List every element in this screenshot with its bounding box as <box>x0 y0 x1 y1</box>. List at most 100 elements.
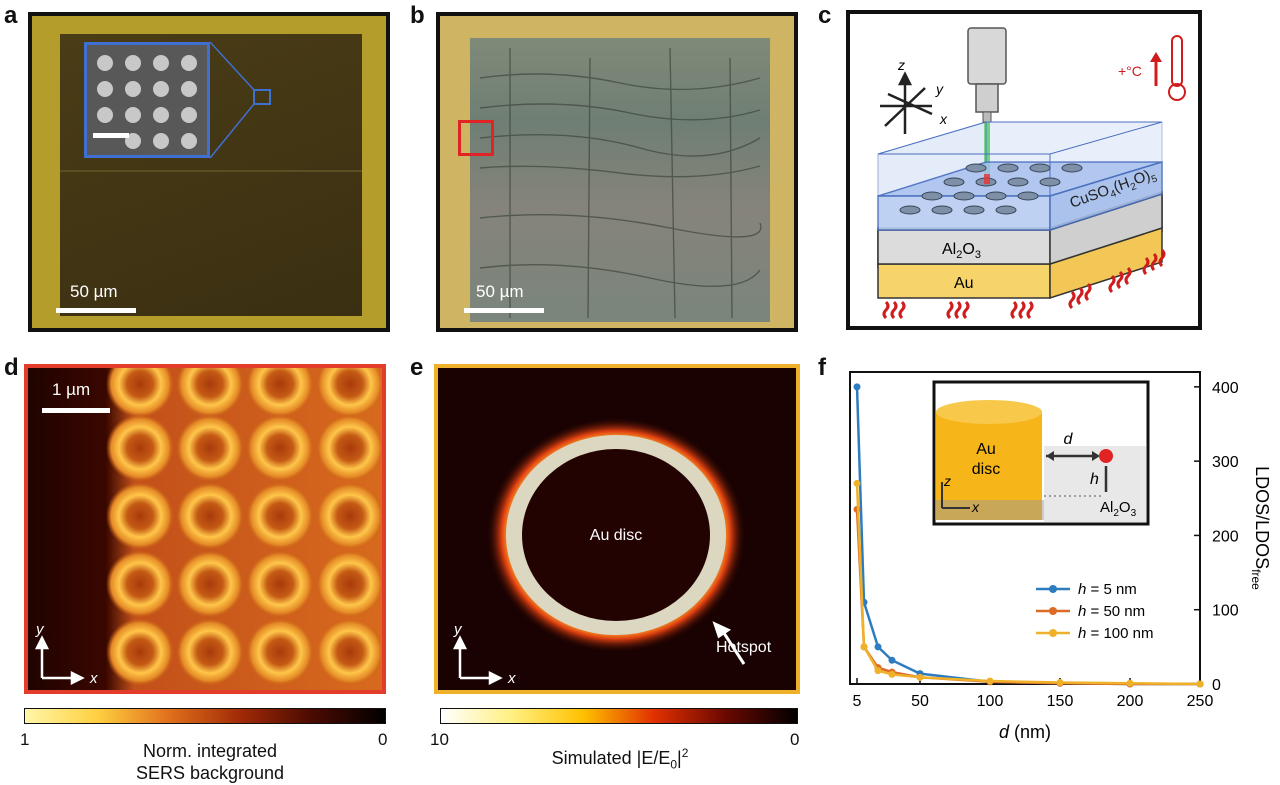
axis-e-y: y <box>453 621 463 638</box>
x-tick-label: 150 <box>1047 693 1074 710</box>
panel-label-e: e <box>410 354 424 381</box>
inset-z-label: z <box>943 473 951 489</box>
panel-b-image: 50 µm <box>436 12 798 332</box>
colorbar-d-title1: Norm. integrated <box>142 741 278 761</box>
panel-d-sers-map: y x 1 µm <box>24 364 386 694</box>
y-tick-label: 100 <box>1212 603 1239 620</box>
texture-lines <box>479 47 762 319</box>
data-point <box>1126 679 1134 687</box>
colorbar-e-title-sup: 2 <box>681 746 689 760</box>
colorbar-e-max: 0 <box>790 730 800 749</box>
data-point <box>916 673 924 681</box>
al2o3-layer <box>877 229 1051 265</box>
panel-c-schematic: z y x +°C <box>846 10 1202 330</box>
x-tick-label: 5 <box>853 693 862 710</box>
zoom-lines <box>209 41 271 159</box>
x-tick-label: 100 <box>977 693 1004 710</box>
data-point <box>888 670 896 678</box>
y-tick-label: 0 <box>1212 677 1221 694</box>
data-point <box>853 479 861 487</box>
scale-text-a: 50 µm <box>70 282 118 301</box>
au-disc-label: Au disc <box>590 527 642 544</box>
colorbar-d-max: 0 <box>378 730 388 749</box>
panel-label-a: a <box>4 2 18 29</box>
colorbar-e-title: Simulated |E/E0|2 <box>520 742 720 776</box>
y-tick-label: 300 <box>1212 454 1239 471</box>
selection-box <box>458 120 494 156</box>
disc-array <box>899 163 1083 215</box>
y-axis-label: LDOS/LDOSfree <box>1249 466 1272 590</box>
axis-y: y <box>935 81 944 97</box>
data-point <box>888 656 896 664</box>
data-point <box>860 643 868 651</box>
data-point <box>1056 679 1064 687</box>
scale-bar-d <box>42 408 110 413</box>
axis-e-x: x <box>507 670 516 687</box>
sers-map: y x <box>28 368 382 690</box>
plot-frame <box>849 371 1201 685</box>
legend-label-3: h = 100 nm <box>1078 625 1153 642</box>
inset-substrate-label: Al2O3 <box>1100 499 1137 519</box>
inset-dipole <box>1099 449 1113 463</box>
inset-shadow <box>936 500 1044 520</box>
sem-inset <box>84 42 210 158</box>
textured-region <box>470 38 770 322</box>
data-point <box>874 643 882 651</box>
colorbar-e <box>440 708 798 724</box>
panel-label-c: c <box>818 2 832 29</box>
thermo-label: +°C <box>1118 63 1142 79</box>
panel-label-f: f <box>818 354 826 381</box>
panel-label-d: d <box>4 354 19 381</box>
scale-bar-b <box>464 308 544 313</box>
data-point <box>986 677 994 685</box>
data-point <box>874 667 882 675</box>
schematic-svg: z y x +°C <box>877 27 1186 320</box>
legend-label-2: h = 50 nm <box>1078 603 1145 620</box>
pillar-array <box>93 55 197 149</box>
field-map: Au disc Hotspot y x <box>438 368 796 690</box>
colorbar-e-title-sub: 0 <box>670 757 678 772</box>
legend-marker-1 <box>1049 585 1057 593</box>
hotspot-label: Hotspot <box>716 639 772 656</box>
inset-disc-label1: Au <box>976 441 996 458</box>
data-point <box>1196 680 1204 688</box>
inset-d-label: d <box>1064 431 1074 448</box>
axes-d-icon <box>34 635 85 686</box>
au-disc <box>522 449 710 621</box>
thermometer-icon <box>1150 35 1186 101</box>
inset-x-label: x <box>971 499 980 515</box>
colorbar-d-min: 1 <box>20 730 30 749</box>
y-tick-label: 400 <box>1212 380 1239 397</box>
data-point <box>853 383 861 391</box>
x-tick-label: 200 <box>1117 693 1144 710</box>
scale-bar-a <box>56 308 136 313</box>
scale-text-b: 50 µm <box>476 282 524 301</box>
scale-text-d: 1 µm <box>52 380 91 399</box>
y-tick-label: 200 <box>1212 528 1239 545</box>
heat-waves-icon <box>882 248 1166 320</box>
legend-marker-2 <box>1049 607 1057 615</box>
x-tick-label: 250 <box>1187 693 1214 710</box>
sers-rings <box>106 368 382 686</box>
inset-disc-top <box>936 400 1042 424</box>
series-line-2 <box>855 509 1200 686</box>
objective-icon <box>967 27 1007 123</box>
colorbar-e-min: 10 <box>430 730 449 749</box>
al2o3-label: Al2O3 <box>942 241 981 261</box>
hotspot-arrow-icon <box>712 621 746 665</box>
panel-e-simulation: Au disc Hotspot y x <box>434 364 800 694</box>
colorbar-d-title2: SERS background <box>135 763 285 783</box>
colorbar-e-title-main: Simulated |E/E <box>551 748 671 768</box>
axis-d-x: x <box>89 670 98 687</box>
colorbar-e-title-end: | <box>677 748 682 768</box>
inset-disc-label2: disc <box>972 461 1000 478</box>
inset-d-arrowhead-right <box>1092 451 1100 461</box>
axis-x: x <box>939 111 948 127</box>
au-label: Au <box>954 275 974 292</box>
axis-z: z <box>897 57 905 73</box>
x-axis-label: d (nm) <box>999 722 1051 742</box>
inset-d-arrowhead-left <box>1046 451 1054 461</box>
axis-d-y: y <box>35 621 45 638</box>
legend-label-1: h = 5 nm <box>1078 581 1137 598</box>
